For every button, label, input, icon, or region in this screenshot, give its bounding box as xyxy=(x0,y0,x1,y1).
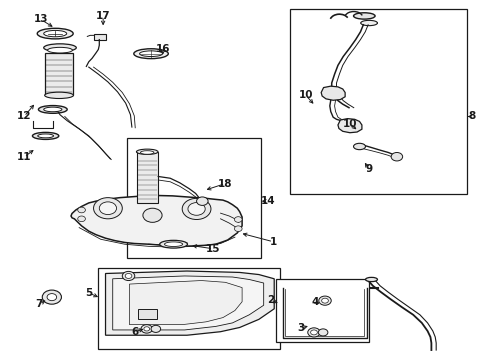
Ellipse shape xyxy=(44,92,73,99)
Polygon shape xyxy=(321,86,345,100)
Ellipse shape xyxy=(164,242,183,247)
Circle shape xyxy=(47,294,57,301)
Ellipse shape xyxy=(134,49,168,59)
Circle shape xyxy=(234,217,242,222)
Circle shape xyxy=(151,325,160,332)
Circle shape xyxy=(310,330,317,335)
Text: 5: 5 xyxy=(85,288,92,298)
Text: 4: 4 xyxy=(311,297,319,307)
Circle shape xyxy=(93,198,122,219)
Text: 15: 15 xyxy=(205,244,220,254)
Bar xyxy=(138,310,157,319)
Circle shape xyxy=(78,216,85,222)
Text: 1: 1 xyxy=(269,237,276,247)
Circle shape xyxy=(318,296,330,305)
Text: 9: 9 xyxy=(365,165,372,174)
Circle shape xyxy=(99,202,116,215)
Circle shape xyxy=(142,208,162,222)
Ellipse shape xyxy=(360,21,377,26)
Circle shape xyxy=(196,197,208,206)
Circle shape xyxy=(125,274,132,278)
Text: 18: 18 xyxy=(218,179,232,189)
Circle shape xyxy=(321,298,328,303)
Ellipse shape xyxy=(365,277,377,282)
Text: 3: 3 xyxy=(297,323,304,333)
Circle shape xyxy=(307,328,320,337)
Text: 10: 10 xyxy=(342,118,356,129)
Polygon shape xyxy=(105,271,274,335)
Ellipse shape xyxy=(353,143,365,150)
Bar xyxy=(137,152,158,203)
Text: 11: 11 xyxy=(17,152,31,162)
Ellipse shape xyxy=(160,240,187,248)
Circle shape xyxy=(234,226,242,231)
Polygon shape xyxy=(129,280,242,325)
Text: 2: 2 xyxy=(266,295,274,305)
Bar xyxy=(93,34,105,40)
Bar xyxy=(275,279,368,342)
Ellipse shape xyxy=(47,48,72,53)
Circle shape xyxy=(390,153,402,161)
Ellipse shape xyxy=(140,151,154,154)
Text: 12: 12 xyxy=(17,112,31,121)
Circle shape xyxy=(122,271,135,280)
Text: 7: 7 xyxy=(36,299,43,309)
Ellipse shape xyxy=(39,105,67,113)
Circle shape xyxy=(182,198,210,220)
Text: 6: 6 xyxy=(131,327,139,337)
Text: 8: 8 xyxy=(468,112,475,121)
Circle shape xyxy=(187,203,205,215)
Bar xyxy=(98,268,280,349)
Ellipse shape xyxy=(32,132,59,139)
Text: 14: 14 xyxy=(261,196,275,206)
Polygon shape xyxy=(112,276,263,330)
Polygon shape xyxy=(71,195,242,246)
Text: 17: 17 xyxy=(96,11,110,21)
Bar xyxy=(289,9,467,194)
Ellipse shape xyxy=(37,28,73,39)
Ellipse shape xyxy=(38,134,53,138)
Ellipse shape xyxy=(43,30,66,37)
Circle shape xyxy=(141,325,152,333)
Ellipse shape xyxy=(136,149,158,154)
Text: 10: 10 xyxy=(298,90,312,100)
Circle shape xyxy=(42,290,61,304)
Circle shape xyxy=(143,327,149,331)
Circle shape xyxy=(318,329,327,336)
Bar xyxy=(127,138,261,258)
Ellipse shape xyxy=(353,13,374,19)
Text: 13: 13 xyxy=(34,14,48,24)
Ellipse shape xyxy=(43,44,76,51)
Text: 16: 16 xyxy=(156,45,170,54)
Ellipse shape xyxy=(43,107,62,112)
Ellipse shape xyxy=(139,51,162,57)
Polygon shape xyxy=(337,118,361,133)
Bar xyxy=(44,53,73,95)
Circle shape xyxy=(78,207,85,213)
